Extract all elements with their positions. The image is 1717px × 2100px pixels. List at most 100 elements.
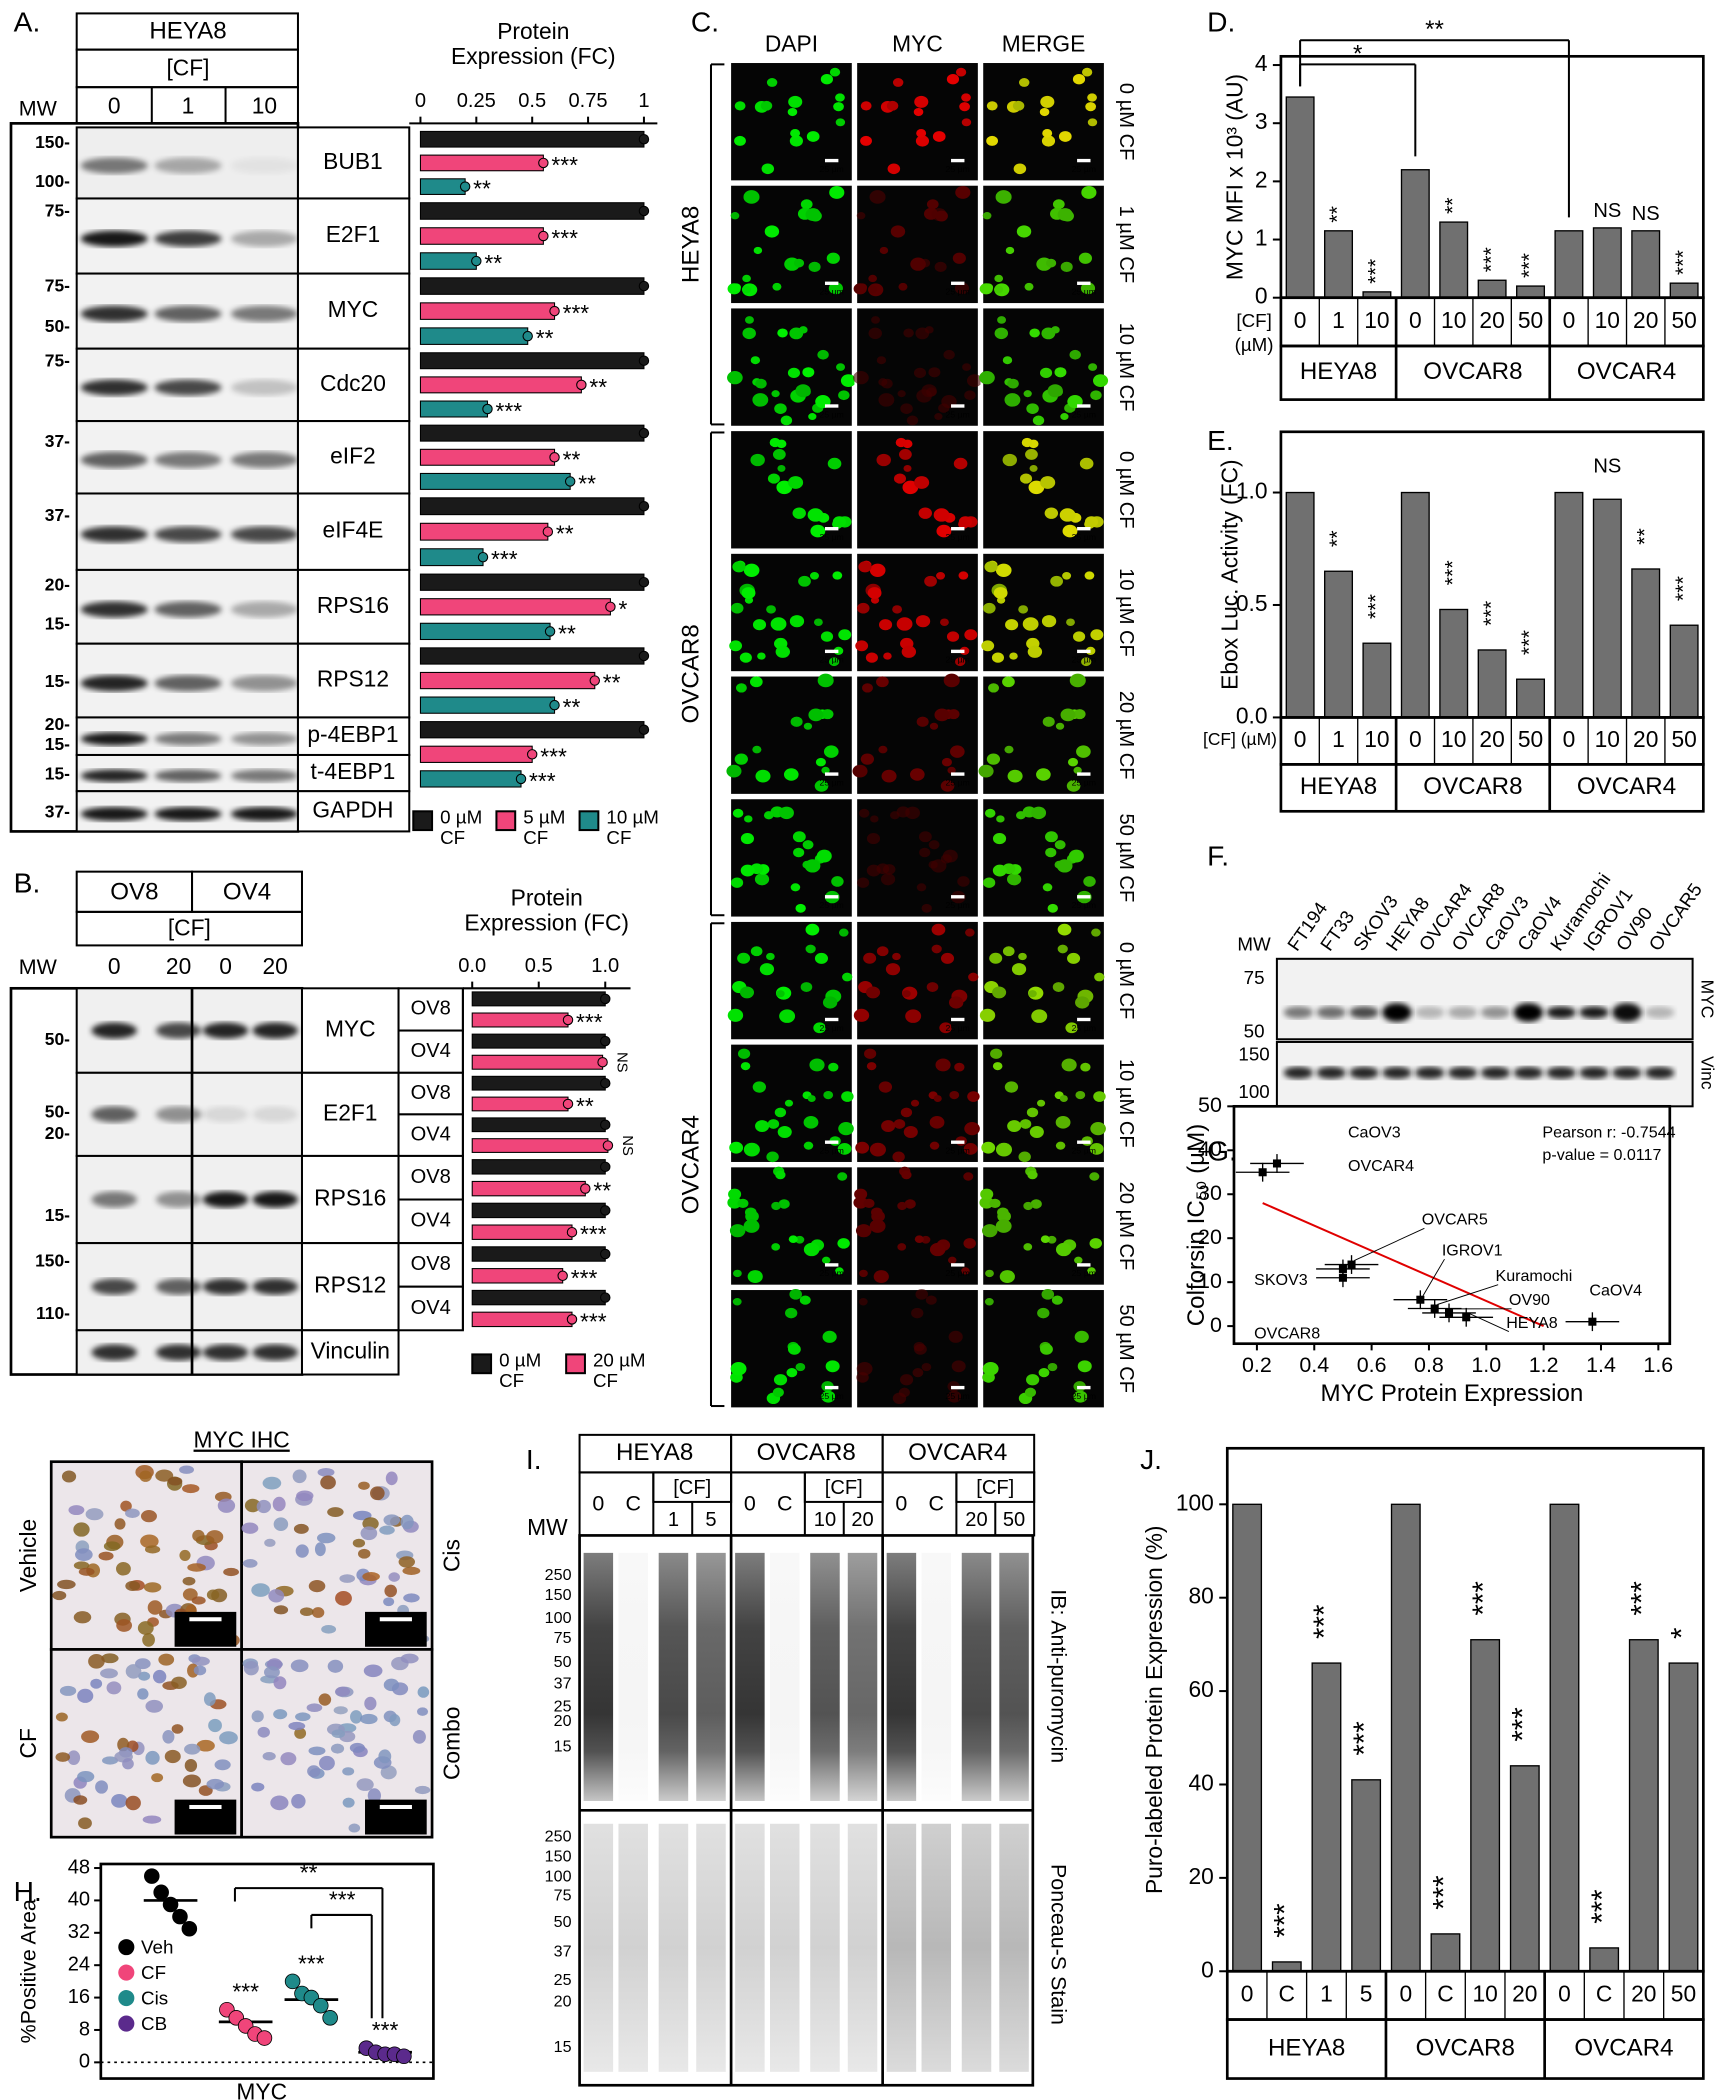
cell bbox=[934, 413, 943, 421]
nucleus bbox=[184, 1743, 201, 1755]
nucleus bbox=[73, 1611, 92, 1624]
cell bbox=[1042, 883, 1053, 892]
y-tick-label: 8 bbox=[79, 2018, 90, 2040]
y-tick-label: 0 bbox=[1201, 1956, 1214, 1982]
cell bbox=[786, 1368, 798, 1378]
mw-label: 37- bbox=[45, 801, 70, 821]
cell bbox=[754, 873, 770, 886]
nucleus bbox=[307, 1765, 321, 1778]
cell bbox=[777, 328, 788, 338]
cell bbox=[805, 208, 821, 222]
end-dot bbox=[600, 1205, 611, 1216]
cell bbox=[1055, 1141, 1066, 1150]
nucleus bbox=[363, 1664, 383, 1678]
dose-label: 0 bbox=[219, 953, 232, 979]
cell bbox=[929, 1242, 946, 1257]
cell bbox=[871, 1207, 883, 1218]
nucleus bbox=[114, 1518, 126, 1530]
bar bbox=[1554, 230, 1584, 299]
cell bbox=[728, 1188, 742, 1200]
cell bbox=[810, 571, 819, 580]
cell bbox=[918, 507, 932, 519]
blot-band bbox=[155, 1022, 202, 1039]
cell bbox=[1055, 1116, 1071, 1129]
cell bbox=[898, 282, 908, 291]
category-label: 0 bbox=[1294, 307, 1307, 333]
scale-bar bbox=[1077, 895, 1091, 899]
cell bbox=[953, 457, 968, 470]
cell bbox=[1073, 766, 1082, 774]
nucleus bbox=[342, 1767, 355, 1776]
significance: ** bbox=[593, 1178, 611, 1204]
category-label: C bbox=[1279, 1980, 1295, 2006]
scale-bar bbox=[951, 281, 965, 285]
bar bbox=[471, 1159, 606, 1175]
x-tick-label: 0.6 bbox=[1357, 1353, 1387, 1377]
label-box bbox=[296, 420, 411, 495]
blot-band bbox=[1316, 1066, 1346, 1079]
cell bbox=[770, 617, 787, 631]
cell bbox=[1041, 1288, 1055, 1300]
blot-band bbox=[91, 1344, 138, 1361]
end-dot bbox=[638, 576, 650, 588]
cell bbox=[902, 990, 911, 998]
y-tick-label: 0 bbox=[1255, 283, 1268, 309]
significance: ** bbox=[484, 250, 502, 276]
condition-label: 10 µM CF bbox=[1115, 323, 1137, 412]
nucleus bbox=[152, 1669, 167, 1684]
significance: *** bbox=[1269, 1903, 1302, 1938]
category-label: 20 bbox=[1479, 307, 1504, 333]
cell bbox=[931, 944, 942, 954]
nucleus bbox=[78, 1817, 92, 1830]
cell bbox=[855, 1224, 872, 1238]
significance: *** bbox=[563, 300, 590, 326]
bar bbox=[419, 302, 556, 320]
cell bbox=[1074, 1256, 1083, 1264]
blot-band bbox=[202, 1278, 249, 1295]
label-box bbox=[397, 1113, 464, 1157]
cell bbox=[899, 448, 912, 460]
cell bbox=[822, 996, 838, 1009]
cell bbox=[980, 1188, 994, 1200]
cell bbox=[903, 1126, 918, 1139]
cell bbox=[964, 390, 976, 401]
dot bbox=[322, 2010, 338, 2026]
blot-band bbox=[80, 230, 148, 247]
y-tick-label: 24 bbox=[68, 1954, 90, 1976]
cell-line-label: HEYA8 bbox=[616, 1439, 693, 1466]
cell bbox=[892, 78, 904, 87]
blot-band bbox=[154, 732, 222, 746]
cell bbox=[1041, 135, 1056, 147]
blot-band bbox=[1447, 1066, 1478, 1079]
nucleus bbox=[319, 1755, 335, 1771]
leader-line bbox=[1354, 1227, 1425, 1261]
cell bbox=[772, 1387, 784, 1398]
cell bbox=[1047, 903, 1058, 913]
label-line: CF bbox=[499, 1370, 524, 1391]
nucleus bbox=[125, 1508, 140, 1519]
mw-label: 150 bbox=[545, 1848, 572, 1866]
cell bbox=[865, 652, 878, 663]
cell bbox=[740, 832, 755, 845]
cell bbox=[732, 808, 744, 818]
blot-band bbox=[230, 769, 298, 783]
cell bbox=[947, 1390, 962, 1403]
mw-label: 75- bbox=[45, 200, 70, 220]
channel-header: MERGE bbox=[1002, 31, 1086, 57]
bar bbox=[1232, 1503, 1263, 1972]
nucleus bbox=[314, 1542, 326, 1557]
nucleus bbox=[81, 1730, 100, 1743]
cell bbox=[868, 274, 877, 283]
mw-label: 20 bbox=[554, 1992, 572, 2010]
bar bbox=[419, 770, 522, 788]
end-dot bbox=[638, 134, 650, 145]
nucleus bbox=[358, 1481, 370, 1490]
cell bbox=[1045, 847, 1057, 858]
nucleus bbox=[364, 1696, 377, 1711]
significance: *** bbox=[1348, 1721, 1381, 1756]
cell bbox=[1081, 657, 1092, 667]
cell bbox=[1076, 745, 1091, 758]
bar bbox=[471, 991, 606, 1007]
cell bbox=[914, 95, 929, 108]
cell bbox=[1087, 93, 1097, 102]
